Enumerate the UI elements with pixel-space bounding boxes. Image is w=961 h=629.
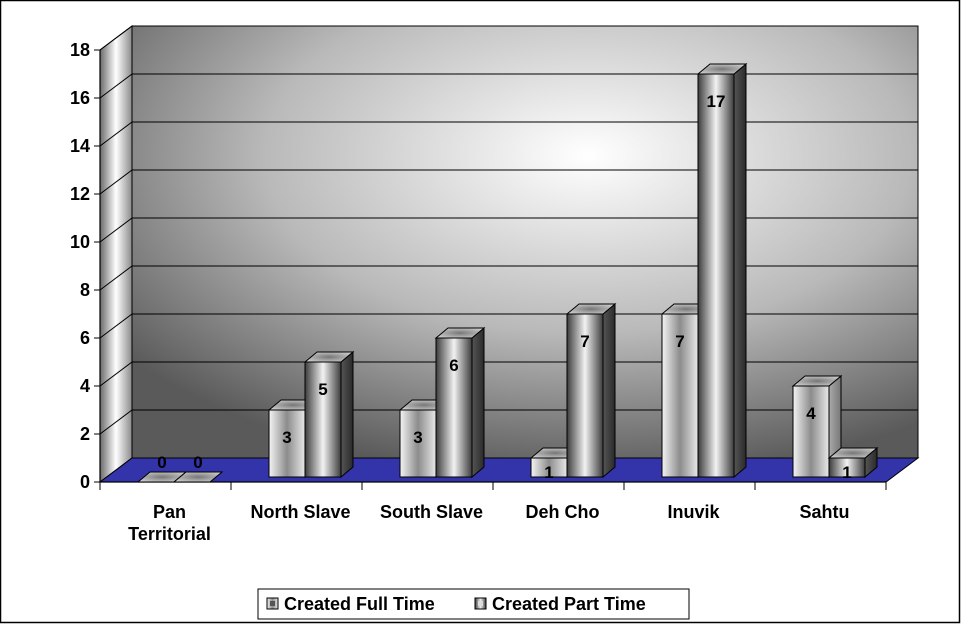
legend: Created Full Time Created Part Time [257, 588, 690, 620]
bar-top [696, 63, 748, 75]
y-tick-label: 14 [70, 136, 90, 156]
bar [791, 374, 843, 479]
bar-top [172, 471, 224, 483]
gridline-side [99, 25, 133, 51]
bar-top [303, 351, 355, 363]
bars [136, 62, 879, 483]
gridline-side [99, 265, 133, 291]
x-tick-label: Pan Territorial [128, 502, 211, 544]
bar-face [566, 313, 604, 478]
gridline-side [99, 313, 133, 339]
x-tick-label: North Slave [250, 502, 350, 522]
bar [696, 62, 748, 479]
data-label: 1 [842, 463, 851, 482]
gridline-side [99, 217, 133, 243]
data-label: 5 [318, 380, 327, 399]
bar-side [471, 326, 485, 479]
y-tick-label: 8 [80, 280, 90, 300]
y-tick-label: 12 [70, 184, 90, 204]
legend-swatch-full-time-inner [270, 601, 275, 606]
x-tick-label: Deh Cho [526, 502, 600, 522]
legend-box [257, 588, 690, 620]
x-tick-label: Sahtu [799, 502, 849, 522]
bar [303, 350, 355, 479]
bar-top [565, 303, 617, 315]
bar-top [434, 327, 486, 339]
bar [827, 446, 879, 479]
y-tick-label: 4 [80, 376, 90, 396]
data-label: 4 [806, 404, 816, 423]
data-label: 7 [580, 332, 589, 351]
data-label: 7 [675, 332, 684, 351]
bar-face [697, 73, 735, 478]
data-label: 3 [413, 428, 422, 447]
gridline-side [99, 169, 133, 195]
bar-side [733, 62, 747, 479]
bar-side [602, 302, 616, 479]
legend-label-part-time: Created Part Time [492, 594, 646, 614]
data-label: 3 [282, 428, 291, 447]
data-label: 1 [544, 463, 553, 482]
y-tick-label: 18 [70, 40, 90, 60]
y-tick-label: 16 [70, 88, 90, 108]
x-tick-label: Inuvik [667, 502, 720, 522]
gridline-side [99, 409, 133, 435]
y-tick-label: 0 [80, 472, 90, 492]
data-label: 0 [157, 453, 166, 472]
bar-face [304, 361, 342, 478]
bar-face [399, 409, 437, 478]
data-label: 0 [193, 453, 202, 472]
bar-top [827, 447, 879, 459]
gridline-side [99, 73, 133, 99]
gridline-side [99, 121, 133, 147]
legend-label-full-time: Created Full Time [284, 594, 435, 614]
bar [172, 471, 224, 483]
x-tick-labels: Pan Territorial North Slave South Slave Deh … [128, 502, 849, 544]
bar-face [792, 385, 830, 478]
y-tick-label: 2 [80, 424, 90, 444]
bar [565, 302, 617, 479]
x-tick-label: South Slave [380, 502, 483, 522]
bar [434, 326, 486, 479]
data-label: 17 [707, 92, 726, 111]
data-label: 6 [449, 356, 458, 375]
legend-swatch-part-time-inner [478, 601, 483, 606]
gridline-side [99, 361, 133, 387]
bar-side [340, 350, 354, 479]
axes [94, 49, 887, 490]
bar-top [791, 375, 843, 387]
y-tick-label: 6 [80, 328, 90, 348]
gridlines [99, 25, 918, 435]
y-tick-label: 10 [70, 232, 90, 252]
y-tick-labels: 0 2 4 6 8 10 12 14 16 18 [70, 40, 90, 492]
